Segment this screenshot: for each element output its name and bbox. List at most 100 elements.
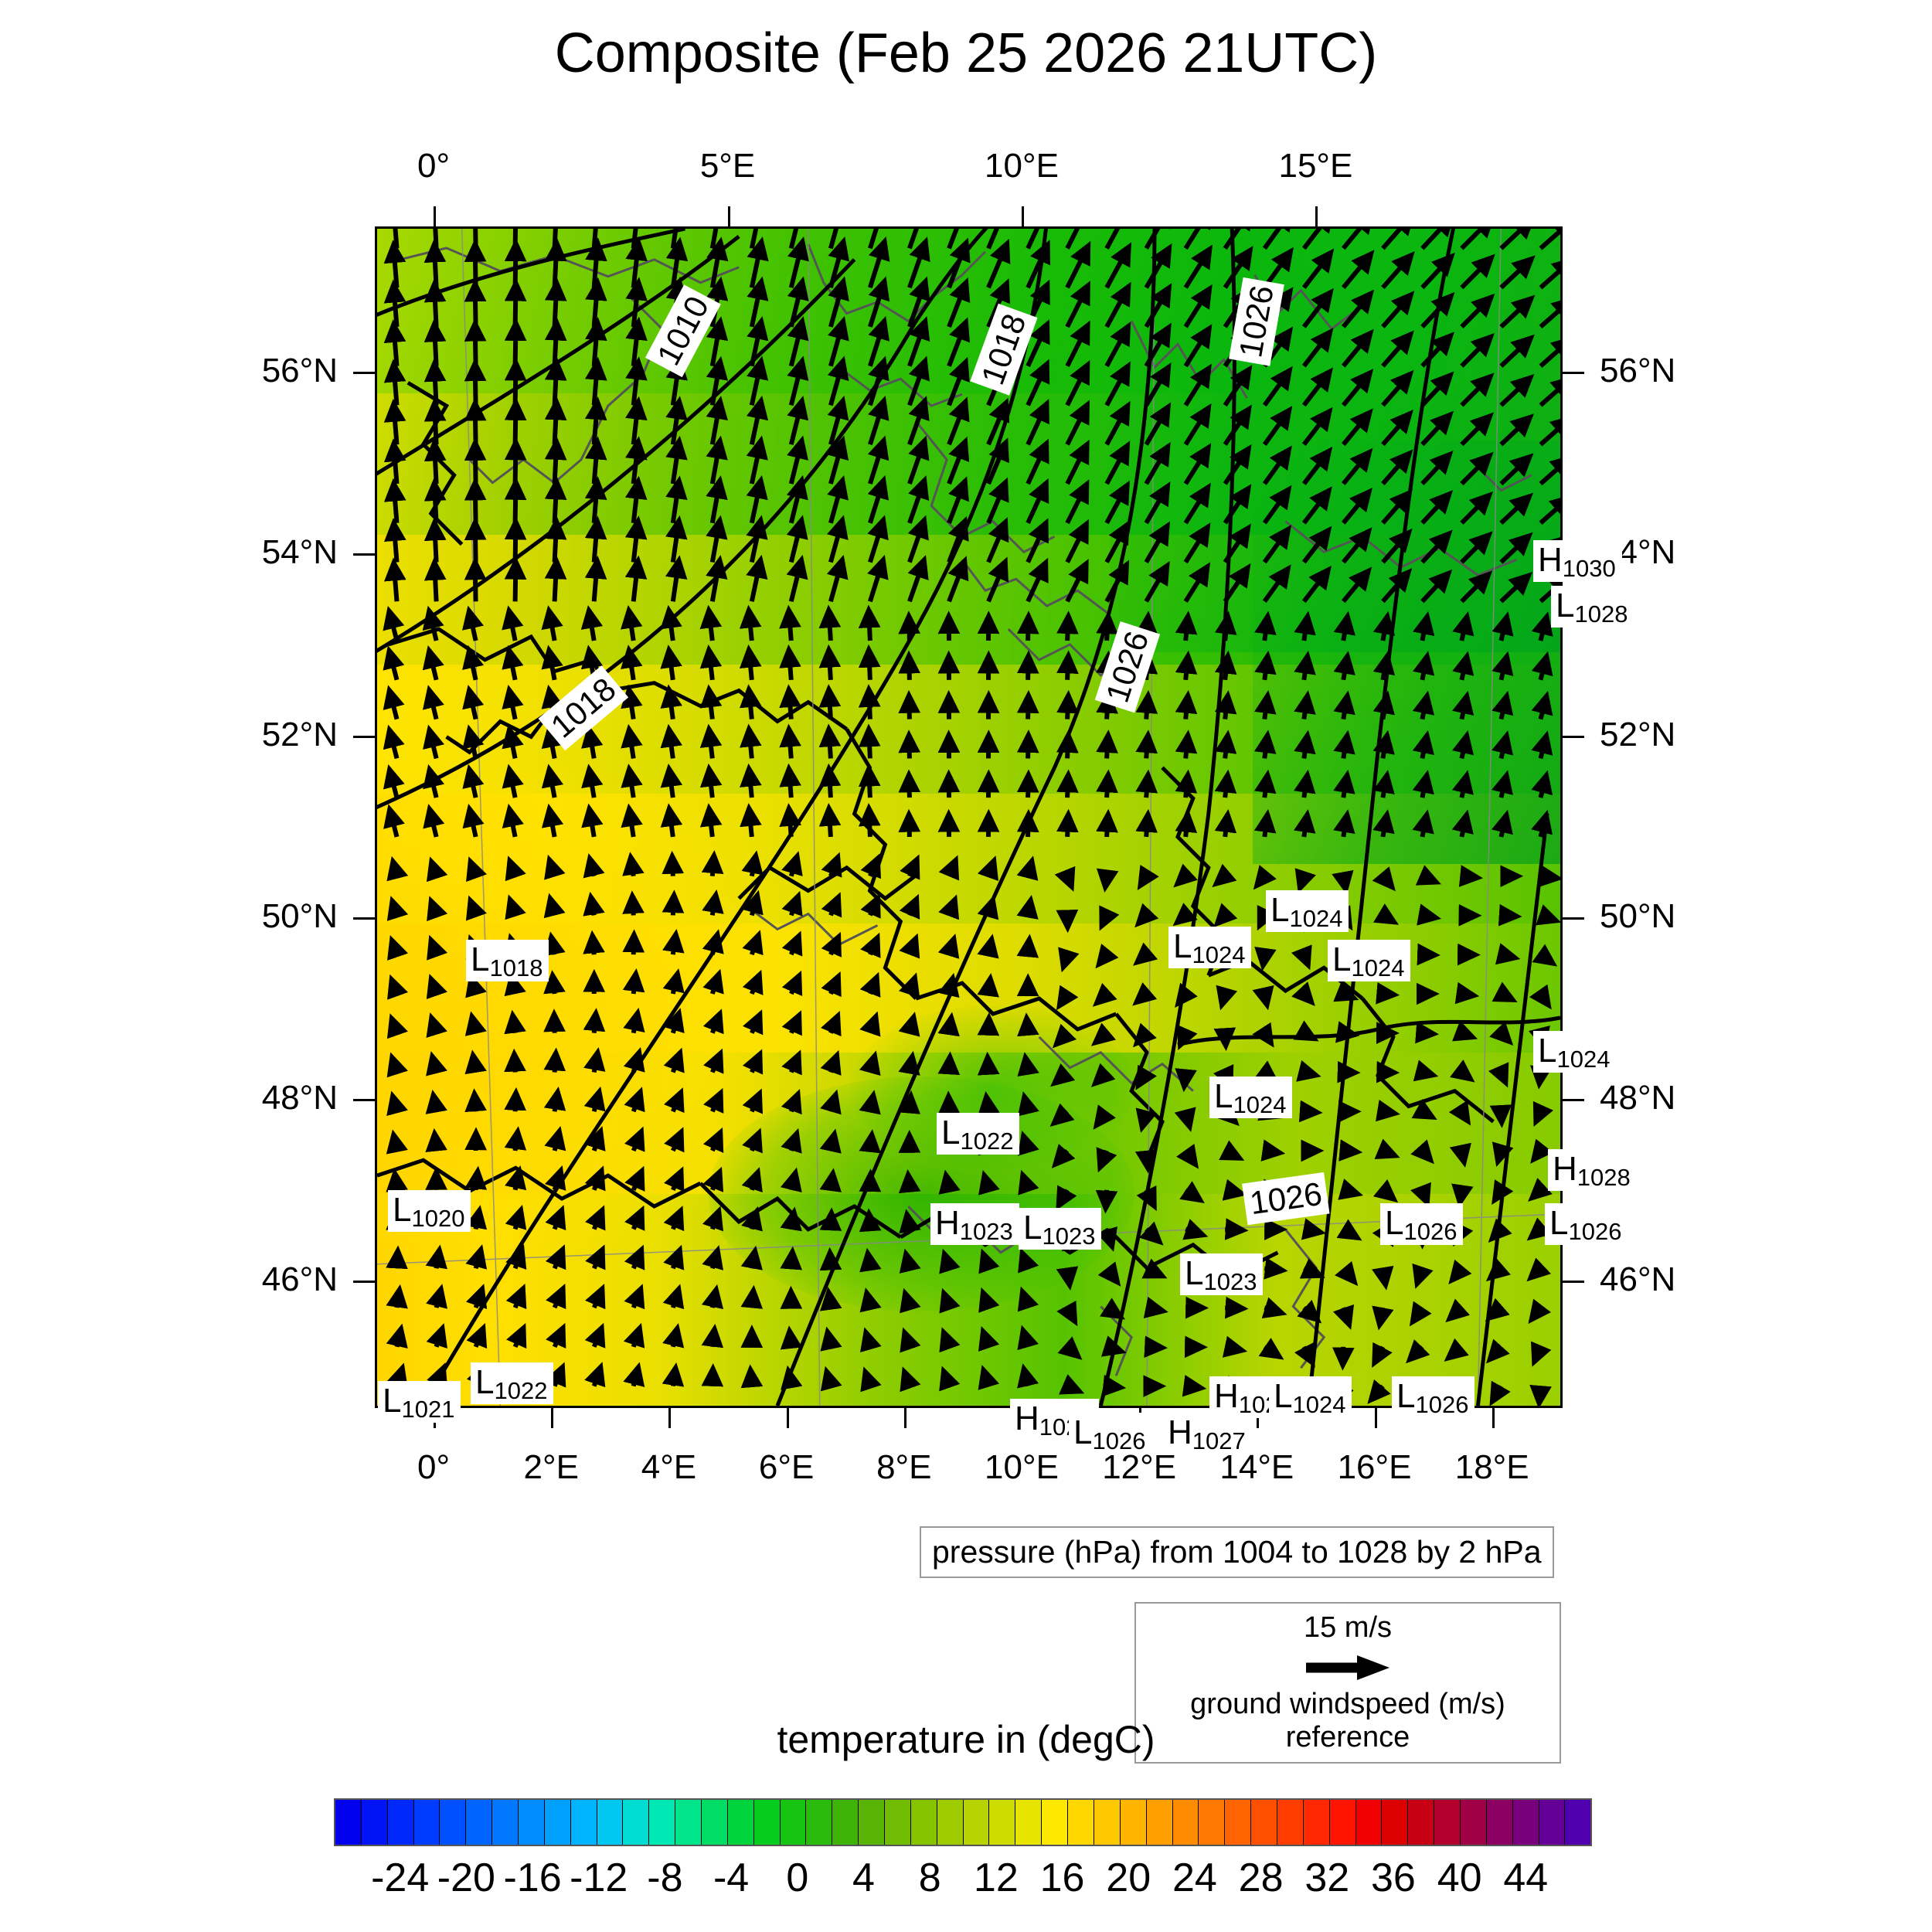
pressure-center-value: 1021 <box>401 1396 455 1423</box>
axis-tick <box>353 1281 375 1284</box>
pressure-center-value: 1026 <box>1092 1427 1146 1454</box>
colorbar-swatch <box>1460 1800 1487 1845</box>
colorbar-swatch <box>570 1800 597 1845</box>
colorbar-title: temperature in (degC) <box>777 1718 1155 1761</box>
page-title: Composite (Feb 25 2026 21UTC) <box>554 22 1378 84</box>
pressure-center-l-label: L1020 <box>388 1190 471 1232</box>
colorbar-swatch <box>519 1800 545 1845</box>
colorbar-swatch <box>387 1800 414 1845</box>
axis-tick <box>551 1408 554 1428</box>
colorbar-tick-label: 24 <box>1172 1855 1217 1900</box>
colorbar-swatch <box>937 1800 964 1845</box>
axis-label: 50°N <box>261 896 338 935</box>
axis-label: 10°E <box>985 1448 1059 1486</box>
axis-tick <box>1257 1408 1260 1428</box>
pressure-center-type: L <box>1173 927 1192 965</box>
axis-label: 2°E <box>523 1448 579 1486</box>
axis-label: 18°E <box>1454 1448 1529 1486</box>
pressure-center-value: 1023 <box>959 1218 1013 1245</box>
axis-label: 4°E <box>641 1448 697 1486</box>
pressure-center-type: H <box>935 1204 960 1242</box>
colorbar-swatch <box>780 1800 807 1845</box>
colorbar-swatch <box>623 1800 650 1845</box>
pressure-center-l-label: L1018 <box>466 940 549 981</box>
axis-tick <box>727 206 730 226</box>
axis-label: 6°E <box>758 1448 815 1486</box>
wind-reference-legend: 15 m/s ground windspeed (m/s) reference <box>1134 1602 1561 1764</box>
colorbar-swatch <box>466 1800 493 1845</box>
colorbar-swatch <box>1068 1800 1094 1845</box>
axis-tick <box>1492 1408 1495 1428</box>
pressure-center-l-label: L1023 <box>1180 1253 1264 1295</box>
pressure-center-l-label: L1024 <box>1266 890 1349 932</box>
axis-tick <box>1563 735 1584 738</box>
colorbar-tick-label: -4 <box>713 1855 750 1900</box>
pressure-center-l-label: L1024 <box>1533 1031 1617 1073</box>
pressure-center-type: L <box>1185 1254 1204 1292</box>
axis-label: 52°N <box>1600 715 1676 753</box>
pressure-center-l-label: L1024 <box>1168 927 1252 968</box>
pressure-center-value: 1026 <box>1403 1218 1458 1245</box>
pressure-center-l-label: L1023 <box>1019 1208 1102 1250</box>
wind-legend-caption: ground windspeed (m/s) reference <box>1190 1688 1505 1753</box>
colorbar-swatch <box>1434 1800 1461 1845</box>
colorbar-swatch <box>1565 1800 1591 1845</box>
pressure-center-value: 1024 <box>1556 1046 1611 1073</box>
pressure-center-value: 1023 <box>1203 1268 1257 1295</box>
colorbar-tick-label: 40 <box>1437 1855 1482 1900</box>
colorbar-swatch <box>1382 1800 1409 1845</box>
pressure-center-type: L <box>393 1191 412 1229</box>
pressure-center-type: H <box>1168 1413 1192 1451</box>
pressure-center-value: 1023 <box>1042 1223 1096 1250</box>
axis-label: 52°N <box>261 715 338 753</box>
pressure-center-value: 1020 <box>411 1205 465 1232</box>
pressure-center-value: 1018 <box>489 954 543 981</box>
pressure-center-l-label: L1026 <box>1380 1203 1464 1245</box>
pressure-center-value: 1028 <box>1577 1164 1631 1191</box>
pressure-center-l-label: L1024 <box>1269 1376 1352 1418</box>
axis-label: 10°E <box>985 147 1059 185</box>
colorbar-tick-label: 4 <box>852 1855 875 1900</box>
colorbar-swatch <box>1539 1800 1566 1845</box>
colorbar-tick-label: 36 <box>1371 1855 1416 1900</box>
pressure-center-type: L <box>1556 587 1575 624</box>
pressure-center-l-label: L1022 <box>471 1362 554 1404</box>
axis-label: 15°E <box>1278 147 1353 185</box>
pressure-center-type: L <box>1332 940 1352 978</box>
pressure-center-type: L <box>1214 1077 1233 1115</box>
axis-tick <box>668 1408 672 1428</box>
pressure-center-h-label: H1027 <box>1163 1413 1252 1454</box>
colorbar-tick-label: -8 <box>647 1855 683 1900</box>
pressure-center-value: 1027 <box>1192 1427 1246 1454</box>
colorbar-tick-label: -12 <box>570 1855 628 1900</box>
isobar-contours <box>377 229 1560 1406</box>
axis-tick <box>1374 1408 1377 1428</box>
colorbar-swatch <box>1120 1800 1147 1845</box>
pressure-center-l-label: L1022 <box>937 1113 1020 1155</box>
colorbar-swatch <box>1042 1800 1069 1845</box>
colorbar-swatch <box>1303 1800 1330 1845</box>
pressure-center-value: 1030 <box>1562 555 1616 582</box>
colorbar-swatch <box>440 1800 467 1845</box>
colorbar-swatch <box>1486 1800 1513 1845</box>
axis-tick <box>353 372 375 375</box>
axis-tick <box>434 206 437 226</box>
colorbar-swatch <box>492 1800 519 1845</box>
axis-label: 48°N <box>261 1079 338 1117</box>
colorbar-tick-label: 12 <box>973 1855 1019 1900</box>
colorbar-ticks: -24 -20 -16 -12 -8 -4 0 4 8 12 16 20 24 28 32 36 40 44 <box>334 1855 1592 1909</box>
axis-label: 5°E <box>699 147 756 185</box>
pressure-center-value: 1024 <box>1192 941 1246 968</box>
colorbar-swatch <box>675 1800 702 1845</box>
pressure-center-l-label: L1028 <box>1551 586 1634 628</box>
pressure-center-value: 1026 <box>1568 1218 1622 1245</box>
colorbar-swatch <box>1094 1800 1121 1845</box>
axis-tick <box>1563 1099 1584 1102</box>
pressure-center-h-label: H1030 <box>1533 540 1622 582</box>
axis-tick <box>1563 917 1584 920</box>
colorbar-swatch <box>859 1800 886 1845</box>
axis-tick <box>1315 206 1318 226</box>
colorbar-swatch <box>753 1800 781 1845</box>
axis-tick <box>903 1408 906 1428</box>
pressure-center-value: 1026 <box>1415 1391 1469 1418</box>
